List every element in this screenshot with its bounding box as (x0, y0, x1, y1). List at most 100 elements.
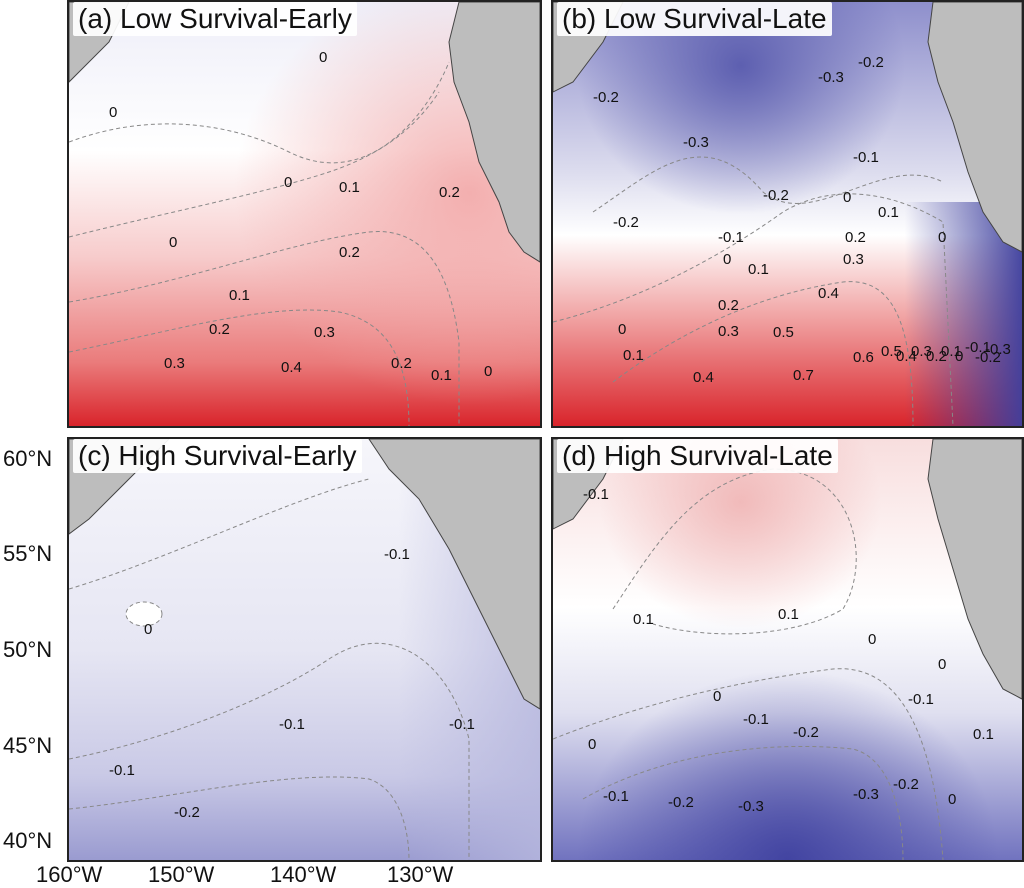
clabel-b: 0 (938, 229, 946, 246)
clabel-b: 0.5 (773, 324, 794, 341)
clabel-a: 0 (169, 234, 177, 251)
clabel-c: 0 (144, 621, 152, 638)
map-c: -0.1 0 -0.1 -0.1 -0.1 -0.2 (69, 439, 540, 860)
clabel-b: -0.1 (718, 229, 744, 246)
clabel-a: 0.1 (339, 179, 360, 196)
clabel-b: 0.2 (718, 297, 739, 314)
clabel-b: 0.5 (881, 343, 902, 360)
clabel-b: 0.6 (853, 349, 874, 366)
panel-a: 0 0 0 0 0.1 0.2 0.2 0.1 0.2 0.3 0.3 0.4 … (67, 0, 542, 428)
clabel-a: 0 (319, 49, 327, 66)
labels-a: 0 0 0 0 0.1 0.2 0.2 0.1 0.2 0.3 0.3 0.4 … (109, 49, 492, 384)
clabel-b: -0.2 (763, 187, 789, 204)
panel-title-b: (b) Low Survival-Late (557, 2, 832, 36)
contour-c-2 (69, 776, 410, 860)
land-b (927, 2, 1022, 253)
clabel-b: 0 (723, 251, 731, 268)
contour-a-1 (69, 91, 440, 238)
lat-label: 50°N (3, 637, 53, 662)
lat-label: 55°N (3, 541, 53, 566)
clabel-d: 0 (948, 791, 956, 808)
clabel-b: -0.1 (853, 149, 879, 166)
clabel-b: 0.1 (878, 204, 899, 221)
clabel-a: 0.1 (431, 367, 452, 384)
clabel-b: 0 (955, 348, 963, 365)
clabel-d: -0.2 (793, 724, 819, 741)
map-b: -0.2 -0.3 -0.3 -0.2 -0.1 -0.2 -0.2 0 0.1… (553, 2, 1022, 426)
clabel-b: 0.4 (896, 348, 917, 365)
clabel-d: -0.1 (603, 788, 629, 805)
contour-c-0 (69, 478, 370, 590)
clabel-b: 0.3 (718, 323, 739, 340)
clabel-b: 0.4 (693, 369, 714, 386)
contour-a-3 (69, 309, 410, 426)
clabel-d: -0.1 (583, 486, 609, 503)
clabel-a: 0.3 (314, 324, 335, 341)
clabel-b: -0.3 (818, 69, 844, 86)
contour-b-1 (553, 193, 954, 426)
land-a (448, 2, 540, 263)
lat-label: 40°N (3, 828, 53, 853)
land-c (368, 439, 540, 710)
clabel-d: 0 (938, 656, 946, 673)
contour-a-0 (69, 61, 450, 164)
clabel-d: 0.1 (973, 726, 994, 743)
clabel-d: 0 (713, 688, 721, 705)
lon-label: 140°W (270, 862, 337, 887)
clabel-b: 0.3 (843, 251, 864, 268)
contour-b-2 (612, 281, 914, 426)
clabel-d: 0.1 (633, 611, 654, 628)
clabel-a: 0 (284, 174, 292, 191)
clabel-a: 0 (484, 363, 492, 380)
contour-d-2 (582, 745, 904, 860)
panel-c: -0.1 0 -0.1 -0.1 -0.1 -0.2 (c) High Surv… (67, 437, 542, 862)
contour-a-2 (69, 231, 460, 426)
map-a: 0 0 0 0 0.1 0.2 0.2 0.1 0.2 0.3 0.3 0.4 … (69, 2, 540, 426)
clabel-b: -0.2 (593, 89, 619, 106)
contour-c-1 (69, 642, 470, 860)
clabel-b: 0.1 (748, 261, 769, 278)
clabel-b: -0.2 (858, 54, 884, 71)
clabel-b: -0.2 (975, 349, 1001, 366)
contour-d-0 (612, 468, 857, 635)
lat-label: 45°N (3, 733, 53, 758)
clabel-b: 0 (618, 321, 626, 338)
clabel-d: -0.1 (908, 691, 934, 708)
clabel-c: -0.2 (174, 804, 200, 821)
clabel-b: -0.2 (613, 214, 639, 231)
clabel-b: -0.1 (965, 339, 991, 356)
lon-label: 150°W (148, 862, 215, 887)
clabel-a: 0.2 (209, 321, 230, 338)
labels-c: -0.1 0 -0.1 -0.1 -0.1 -0.2 (109, 546, 475, 821)
panel-b: -0.2 -0.3 -0.3 -0.2 -0.1 -0.2 -0.2 0 0.1… (551, 0, 1024, 428)
contour-d-1 (553, 668, 944, 860)
clabel-c: -0.1 (384, 546, 410, 563)
clabel-d: -0.2 (893, 776, 919, 793)
clabel-a: 0.2 (391, 355, 412, 372)
clabel-a: 0.3 (164, 355, 185, 372)
lon-label: 130°W (387, 862, 454, 887)
contour-b-0 (592, 156, 944, 213)
panel-title-d: (d) High Survival-Late (557, 439, 838, 473)
clabel-c: -0.1 (279, 716, 305, 733)
clabel-d: -0.3 (738, 798, 764, 815)
clabel-a: 0.4 (281, 359, 302, 376)
map-d: -0.1 0.1 0.1 0 0 0 -0.1 -0.1 -0.2 0 0.1 … (553, 439, 1022, 860)
panel-title-a: (a) Low Survival-Early (73, 2, 357, 36)
clabel-a: 0 (109, 104, 117, 121)
clabel-b: 0.1 (623, 347, 644, 364)
clabel-b: 0.2 (926, 348, 947, 365)
clabel-d: 0 (868, 631, 876, 648)
clabel-a: 0.2 (339, 244, 360, 261)
lon-label: 160°W (36, 862, 103, 887)
clabel-b: 0.7 (793, 367, 814, 384)
clabel-b: 0.2 (845, 229, 866, 246)
panel-d: -0.1 0.1 0.1 0 0 0 -0.1 -0.1 -0.2 0 0.1 … (551, 437, 1024, 862)
clabel-d: -0.1 (743, 711, 769, 728)
clabel-b: -0.3 (683, 134, 709, 151)
clabel-b: 0.1 (941, 343, 962, 360)
clabel-d: -0.3 (853, 786, 879, 803)
clabel-d: 0 (588, 736, 596, 753)
labels-b: -0.2 -0.3 -0.3 -0.2 -0.1 -0.2 -0.2 0 0.1… (593, 54, 1011, 386)
clabel-c: -0.1 (449, 716, 475, 733)
